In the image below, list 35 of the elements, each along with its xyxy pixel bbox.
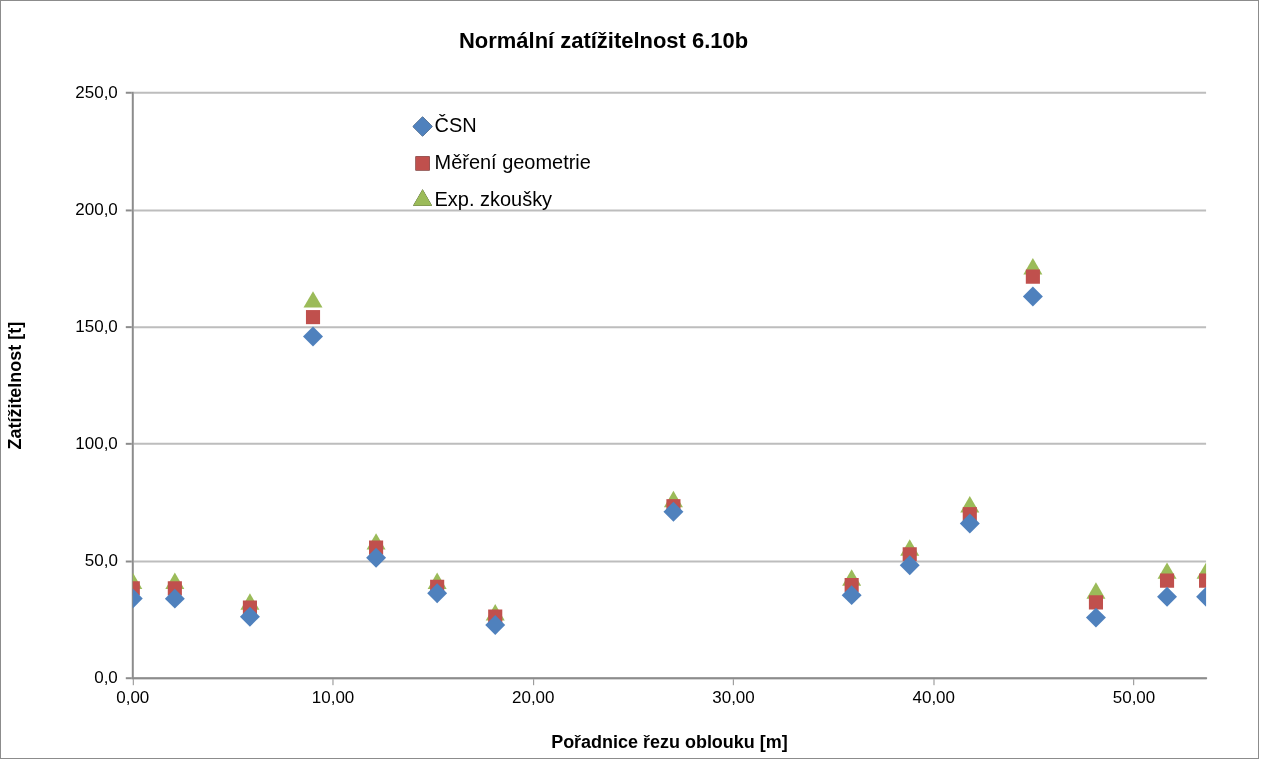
y-tick-label: 250,0: [75, 82, 118, 102]
y-axis-title: Zatížitelnost [t]: [4, 321, 25, 450]
chart-title: Normální zatížitelnost 6.10b: [459, 28, 749, 54]
x-axis-title: Pořadnice řezu oblouku [m]: [551, 732, 788, 753]
x-tick-label: 30,00: [712, 688, 755, 708]
point: [239, 606, 260, 627]
point: [1088, 595, 1104, 610]
point: [1159, 573, 1175, 588]
point: [1025, 269, 1040, 284]
point: [366, 547, 387, 568]
point: [427, 583, 448, 604]
x-tick-label: 0,00: [116, 688, 150, 708]
legend-label: Exp. zkoušky: [434, 187, 553, 210]
point: [303, 326, 323, 347]
point: [959, 513, 980, 534]
point: [1022, 286, 1043, 307]
point: [1157, 586, 1178, 607]
point: [841, 585, 862, 606]
y-tick-label: 0,0: [94, 667, 118, 687]
point: [899, 555, 920, 576]
point: [485, 615, 506, 636]
y-tick-label: 50,0: [84, 550, 118, 570]
x-tick-label: 40,00: [912, 688, 955, 708]
x-tick-label: 10,00: [311, 688, 355, 708]
y-tick-label: 150,0: [75, 316, 118, 336]
legend-label: Měření geometrie: [434, 150, 591, 173]
x-tick-label: 50,00: [1112, 688, 1156, 708]
point: [663, 501, 684, 522]
point: [1085, 607, 1106, 628]
y-tick-label: 200,0: [75, 199, 118, 219]
x-tick-label: 20,00: [512, 688, 555, 708]
legend-label: ČSN: [434, 114, 477, 137]
point: [164, 588, 185, 609]
point: [305, 310, 321, 325]
y-tick-label: 100,0: [75, 433, 118, 453]
